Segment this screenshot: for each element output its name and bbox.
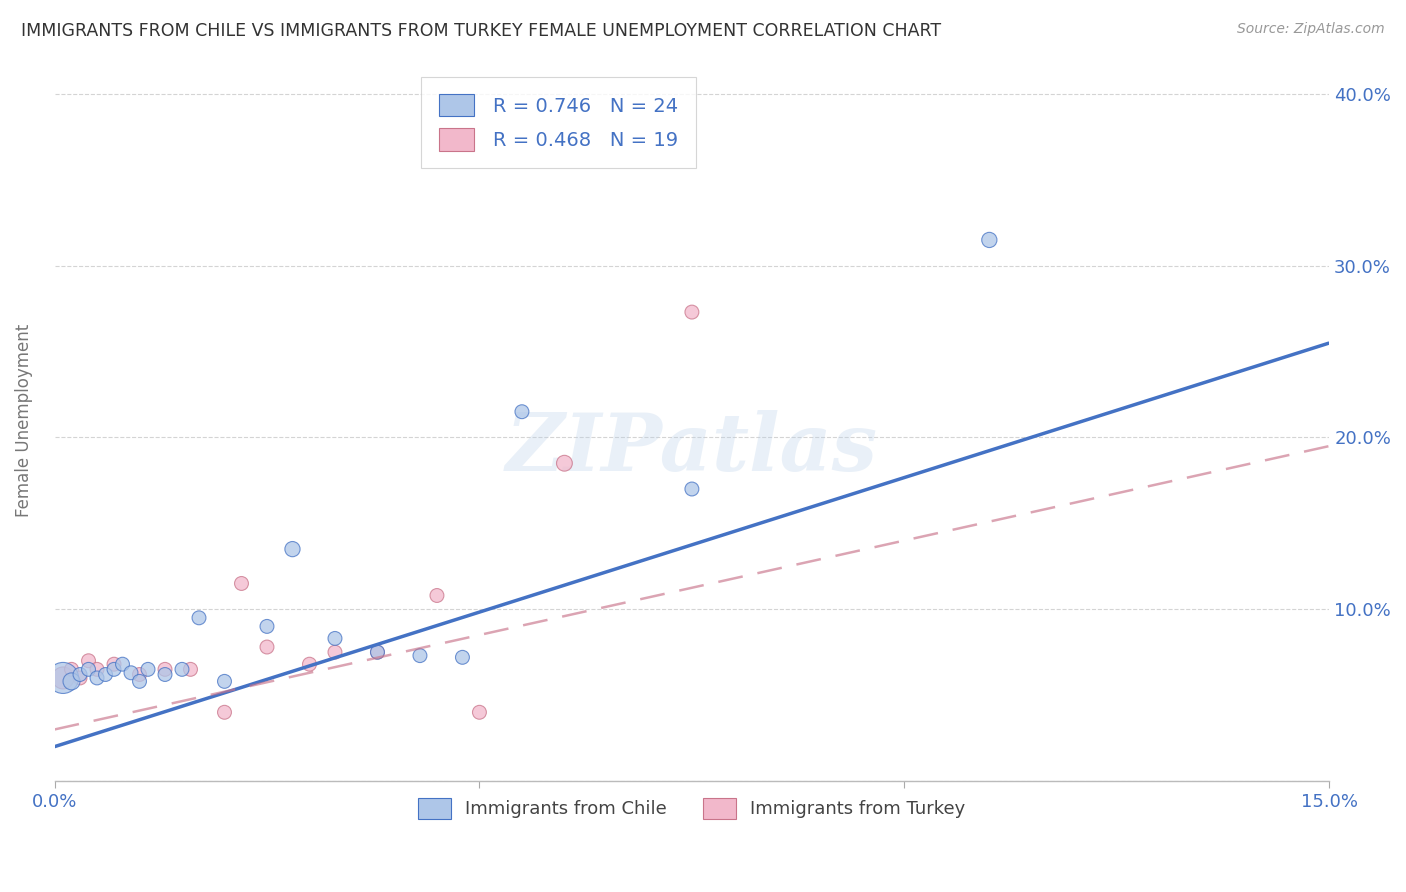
Point (451, 650, 474, 665)
Point (128, 674, 150, 689)
Point (153, 662, 176, 676)
Point (409, 648, 432, 663)
Point (60, 674, 83, 689)
Point (111, 657, 134, 672)
Point (128, 667, 150, 681)
Text: ZIPatlas: ZIPatlas (506, 410, 877, 488)
Point (681, 305, 703, 319)
Point (94, 667, 117, 681)
Y-axis label: Female Unemployment: Female Unemployment (15, 324, 32, 517)
Point (103, 662, 125, 676)
Text: Source: ZipAtlas.com: Source: ZipAtlas.com (1237, 22, 1385, 37)
Point (366, 645, 388, 659)
Point (979, 233, 1001, 247)
Point (86, 662, 108, 676)
Point (231, 576, 253, 591)
Point (298, 657, 321, 672)
Legend: Immigrants from Chile, Immigrants from Turkey: Immigrants from Chile, Immigrants from T… (411, 791, 973, 826)
Point (426, 589, 449, 603)
Point (69, 667, 91, 681)
Text: IMMIGRANTS FROM CHILE VS IMMIGRANTS FROM TURKEY FEMALE UNEMPLOYMENT CORRELATION : IMMIGRANTS FROM CHILE VS IMMIGRANTS FROM… (21, 22, 941, 40)
Point (120, 665, 142, 680)
Point (256, 640, 278, 654)
Point (103, 657, 125, 672)
Point (681, 482, 703, 496)
Point (366, 645, 388, 659)
Point (77, 654, 100, 668)
Point (77, 662, 100, 676)
Point (52, 671, 75, 685)
Point (323, 645, 346, 659)
Point (153, 667, 176, 681)
Point (170, 662, 193, 676)
Point (86, 671, 108, 685)
Point (510, 405, 533, 419)
Point (323, 632, 346, 646)
Point (281, 542, 304, 557)
Point (256, 619, 278, 633)
Point (60, 662, 83, 676)
Point (214, 706, 236, 720)
Point (69, 671, 91, 685)
Point (136, 662, 159, 676)
Point (179, 662, 201, 676)
Point (188, 611, 211, 625)
Point (553, 456, 575, 470)
Point (468, 706, 491, 720)
Point (52, 671, 75, 685)
Point (214, 674, 236, 689)
